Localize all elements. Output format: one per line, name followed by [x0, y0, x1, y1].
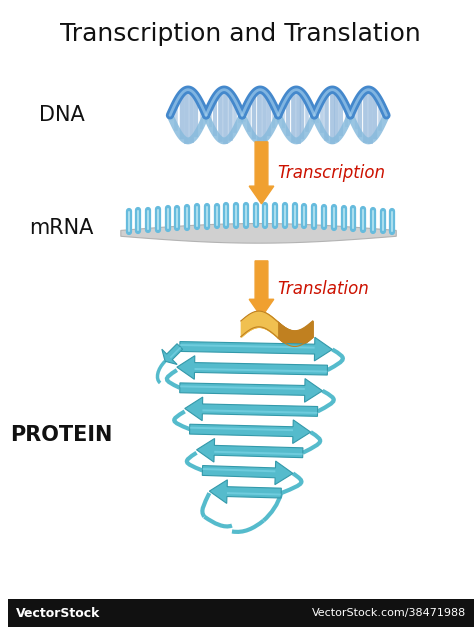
Polygon shape	[210, 480, 281, 504]
Text: DNA: DNA	[39, 106, 85, 125]
Polygon shape	[214, 451, 303, 455]
Bar	[8, 599, 474, 627]
Polygon shape	[202, 468, 275, 472]
Polygon shape	[190, 427, 293, 431]
Polygon shape	[177, 356, 328, 379]
Polygon shape	[227, 492, 281, 495]
Text: VectorStock.com/38471988: VectorStock.com/38471988	[312, 608, 466, 618]
Polygon shape	[162, 344, 182, 365]
Text: PROTEIN: PROTEIN	[10, 425, 113, 445]
Polygon shape	[180, 379, 322, 402]
Polygon shape	[202, 461, 293, 485]
Polygon shape	[180, 386, 305, 390]
Polygon shape	[202, 410, 318, 414]
Polygon shape	[197, 439, 303, 462]
FancyArrow shape	[249, 261, 274, 317]
Polygon shape	[180, 344, 315, 349]
Text: VectorStock: VectorStock	[16, 607, 100, 619]
Text: Transcription and Translation: Transcription and Translation	[61, 22, 421, 46]
Polygon shape	[170, 347, 181, 358]
Text: Translation: Translation	[277, 280, 369, 298]
Text: mRNA: mRNA	[29, 219, 94, 238]
Polygon shape	[190, 420, 310, 444]
Polygon shape	[194, 368, 328, 373]
Polygon shape	[185, 397, 318, 421]
FancyArrow shape	[249, 142, 274, 204]
Polygon shape	[180, 337, 332, 361]
Polygon shape	[121, 224, 396, 243]
Text: Transcription: Transcription	[277, 164, 385, 182]
